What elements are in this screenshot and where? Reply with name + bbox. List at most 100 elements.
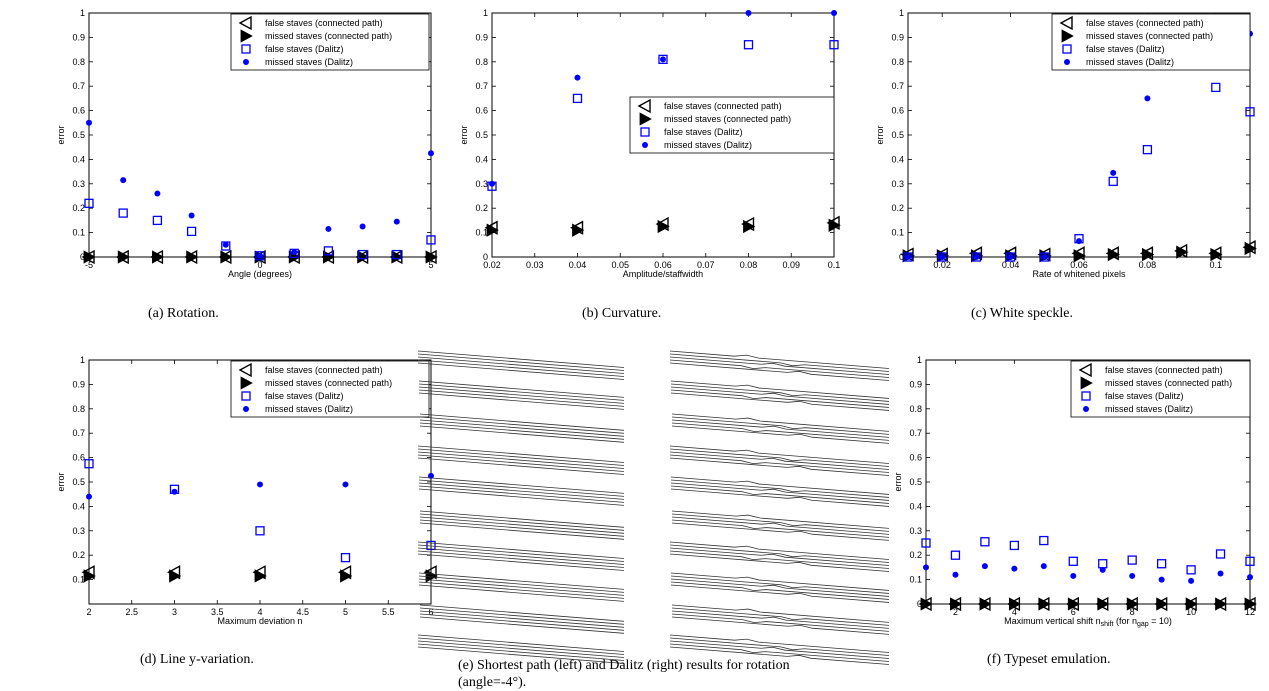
data-point-square [829,40,839,50]
legend-marker-dot [243,59,249,65]
data-point-dot [359,223,366,230]
staff-line [417,553,625,571]
panel-e-caption-line-1: (e) Shortest path (left) and Dalitz (rig… [458,658,790,673]
staff-line [417,350,625,368]
legend-label: missed staves (connected path) [1086,31,1213,41]
legend-label: missed staves (Dalitz) [664,140,752,150]
legend-label: missed staves (connected path) [265,378,392,388]
data-point-square [1039,535,1049,546]
data-point-dot [171,488,178,495]
legend-label: missed staves (Dalitz) [1105,404,1193,414]
staff-line [418,482,625,500]
legend-label: false staves (Dalitz) [1086,44,1165,54]
y-tick-label: 0.5 [909,477,922,487]
staff-line [671,607,890,626]
legend-marker-triangle-left [637,98,651,114]
data-point-square [84,459,94,469]
x-axis-label-part: (for n [1113,616,1137,626]
legend-label: missed staves (connected path) [664,114,791,124]
data-point-triangle-right [1038,597,1051,611]
legend-label: false staves (connected path) [1086,18,1204,28]
data-point-square [921,538,931,548]
legend-label: false staves (connected path) [265,18,383,28]
x-axis-label-part: = 10) [1149,616,1172,626]
y-tick-label: 0.2 [475,203,488,213]
staff-line [670,392,890,411]
staff-line [418,581,625,599]
x-tick-label: 3 [172,607,177,617]
data-point-triangle-right [425,569,438,583]
legend-marker-triangle-left [1078,362,1092,378]
data-point-square [1068,556,1078,566]
y-tick-label: 0.2 [72,203,85,213]
x-tick-label: 5 [343,607,348,617]
y-tick-label: 0.8 [72,404,85,414]
x-axis-label: Amplitude/staffwidth [623,269,703,279]
staff-line [670,575,890,594]
data-point-dot [1247,574,1253,581]
legend-label: false staves (connected path) [265,365,383,375]
x-tick-label: 4 [257,607,262,617]
x-tick-label: 0.03 [526,260,544,270]
staff-line [670,578,890,597]
staff-line [669,353,890,372]
data-point-dot [1040,563,1047,570]
staff-line [419,413,625,431]
x-tick-label: 2 [86,607,91,617]
y-tick-label: 0.3 [891,179,904,189]
x-tick-label: 0.07 [697,260,715,270]
legend-marker-dot [1064,59,1070,65]
data-point-triangle-right [1097,597,1110,611]
data-point-triangle-right [657,219,670,234]
staff-line [670,584,890,603]
data-point-triangle-right [83,250,96,264]
staff-line [671,422,890,441]
data-point-dot [1188,577,1195,584]
staff-system [671,604,890,635]
data-point-dot [1070,572,1077,579]
staff-line [419,613,625,631]
staff-line [418,389,625,407]
staff-system [419,413,625,443]
staff-line [669,454,890,473]
staff-line [419,604,625,622]
y-tick-label: 0.3 [72,526,85,536]
data-point-triangle-right [828,218,841,232]
data-point-triangle-right [950,597,963,611]
data-point-dot [1041,254,1048,260]
y-tick-label: 0.2 [909,550,922,560]
legend-marker-square [640,127,650,137]
data-point-square [1108,176,1118,187]
data-point-square [118,208,128,218]
data-point-square [572,93,583,104]
y-tick-label: 0.6 [475,106,488,116]
data-point-square [903,252,913,262]
data-point-dot [428,150,434,157]
staff-line [418,488,625,506]
data-point-triangle-right [425,250,438,264]
y-axis-label: error [459,125,469,144]
data-point-dot [1011,565,1018,572]
staff-line [419,522,625,540]
staff-line [419,610,625,628]
x-tick-label: 0.04 [569,260,587,270]
staff-line [669,359,890,378]
legend: false staves (connected path) missed stav… [1070,360,1251,418]
series-square [84,459,436,563]
series-dot [923,563,1253,584]
data-point-triangle-right [357,250,370,264]
legend-box [1051,13,1251,71]
x-tick-label: 0.02 [483,260,501,270]
staff-line [417,359,625,377]
staff-line [417,541,625,559]
staff-line [670,386,890,405]
y-tick-label: 0.7 [891,81,904,91]
data-point-dot [745,10,752,16]
legend-marker-triangle-right [639,112,652,126]
y-tick-label: 1 [80,355,85,365]
staff-system [417,350,625,380]
staff-line [671,425,890,444]
data-point-triangle-right [83,569,96,583]
x-tick-label: 10 [1186,607,1196,617]
data-point-square [971,252,982,262]
